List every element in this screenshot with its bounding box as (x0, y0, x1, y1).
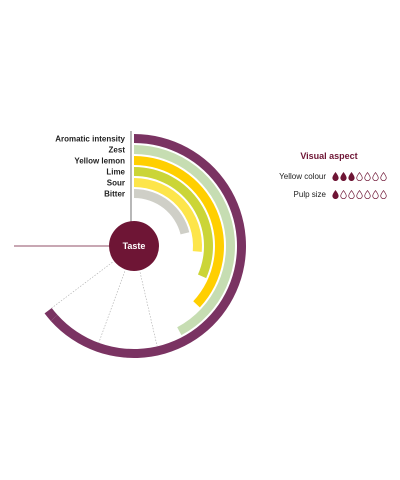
drop-filled-icon (332, 189, 339, 199)
drop-filled-icon (340, 171, 347, 181)
drop-empty-icon (364, 189, 371, 199)
bar-lime (134, 167, 213, 279)
pulp-size-drop-rating (332, 189, 388, 199)
empty-sector-outlines (51, 262, 158, 347)
bar-yellow-lemon (134, 156, 225, 308)
drop-empty-icon (380, 189, 387, 199)
label-yellow-lemon: Yellow lemon (74, 157, 125, 166)
drop-filled-icon (348, 171, 355, 181)
bar-aromatic-intensity-continued (44, 307, 58, 321)
bar-sour (134, 178, 202, 252)
legend-row-pulp-size: Pulp size (268, 186, 398, 202)
drop-filled-icon (332, 171, 339, 181)
label-aromatic-intensity: Aromatic intensity (55, 135, 125, 144)
sector-divider (98, 271, 126, 343)
label-bitter: Bitter (104, 190, 125, 199)
bar-zest (134, 145, 235, 336)
drop-empty-icon (372, 171, 379, 181)
legend-label-pulp-size: Pulp size (293, 189, 326, 199)
sector-divider (51, 262, 113, 309)
drop-empty-icon (364, 171, 371, 181)
label-sour: Sour (107, 179, 125, 188)
category-labels: Aromatic intensity Zest Yellow lemon Lime So… (55, 135, 125, 199)
legend-title: Visual aspect (300, 151, 358, 161)
drop-empty-icon (356, 171, 363, 181)
bar-bitter (134, 189, 190, 235)
drop-empty-icon (340, 189, 347, 199)
drop-empty-icon (356, 189, 363, 199)
legend-label-yellow-colour: Yellow colour (279, 171, 326, 181)
sector-divider (139, 272, 158, 347)
yellow-colour-drop-rating (332, 171, 388, 181)
drop-empty-icon (372, 189, 379, 199)
drop-empty-icon (348, 189, 355, 199)
legend-row-yellow-colour: Yellow colour (268, 168, 398, 184)
taste-hub-label: Taste (123, 241, 146, 251)
label-lime: Lime (106, 168, 125, 177)
bar-aromatic-intensity (50, 134, 246, 358)
drop-empty-icon (380, 171, 387, 181)
visual-aspect-legend: Visual aspect Yellow colour Pulp size (268, 151, 398, 204)
taste-hub (109, 221, 159, 271)
label-zest: Zest (109, 146, 126, 155)
radial-bars (44, 134, 246, 358)
